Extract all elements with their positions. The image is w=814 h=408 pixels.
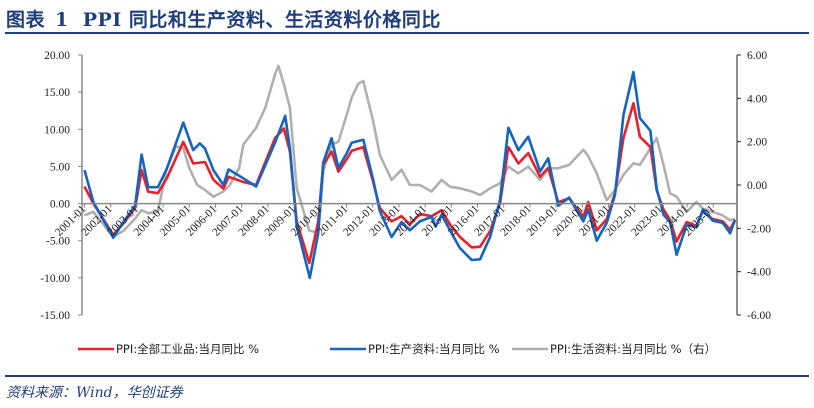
figure-title: 图表 1 PPI 同比和生产资料、生活资料价格同比	[6, 5, 441, 32]
title-rule	[5, 32, 809, 34]
left-tick-label: 5.00	[50, 161, 70, 173]
left-tick-label: 10.00	[44, 124, 70, 136]
left-tick-label: -5.00	[46, 236, 70, 248]
right-tick-label: -6.00	[747, 310, 771, 322]
right-tick-label: -4.00	[747, 267, 771, 279]
left-tick-label: -15.00	[40, 310, 70, 322]
source-note: 资料来源：Wind，华创证券	[6, 385, 183, 401]
left-tick-label: 20.00	[44, 50, 70, 62]
figure-title-text: PPI 同比和生产资料、生活资料价格同比	[82, 9, 441, 31]
legend-label-1: PPI:全部工业品:当月同比 %	[116, 342, 259, 356]
series-line-1	[83, 102, 737, 265]
legend-label-2: PPI:生产资料:当月同比 %	[368, 342, 500, 356]
right-tick-label: -2.00	[747, 223, 771, 235]
source-rule	[5, 375, 809, 377]
series-line-3	[84, 64, 736, 239]
left-tick-label: 15.00	[44, 87, 70, 99]
right-tick-label: 2.00	[747, 137, 767, 149]
legend-label-3: PPI:生活资料:当月同比 %（右）	[550, 342, 716, 356]
figure-number: 1	[55, 9, 69, 31]
left-tick-label: 0.00	[50, 199, 70, 211]
figure-label: 图表	[6, 9, 46, 31]
right-tick-label: 0.00	[747, 180, 767, 192]
series-line-2	[83, 70, 737, 280]
right-tick-label: 6.00	[747, 50, 767, 62]
left-tick-label: -10.00	[40, 273, 70, 285]
right-tick-label: 4.00	[747, 93, 767, 105]
